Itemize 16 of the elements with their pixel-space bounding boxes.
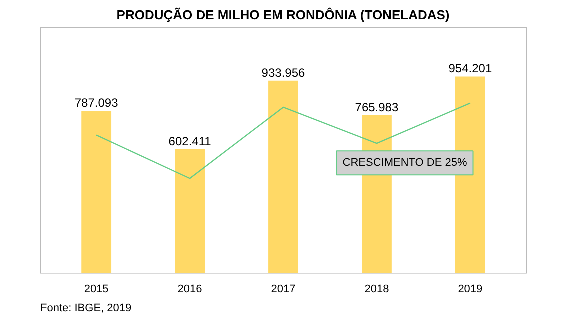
source-note: Fonte: IBGE, 2019: [40, 302, 132, 314]
data-label: 954.201: [448, 62, 492, 76]
x-tick-label: 2018: [364, 284, 390, 296]
x-tick-label: 2017: [271, 284, 296, 296]
data-label: 765.983: [355, 100, 399, 115]
x-tick-label: 2015: [84, 284, 109, 296]
data-label: 602.411: [168, 134, 212, 148]
annotation: CRESCIMENTO DE 25%: [342, 157, 468, 170]
data-label: 787.093: [74, 96, 119, 110]
data-label: 933.956: [262, 66, 306, 80]
x-tick-label: 2016: [178, 284, 202, 296]
bar: [175, 149, 205, 274]
bar: [82, 111, 112, 274]
x-tick-label: 2019: [458, 284, 483, 296]
bar: [268, 80, 298, 274]
chart-title: PRODUÇÃO DE MILHO EM RONDÔNIA (TONELADAS): [116, 8, 450, 22]
